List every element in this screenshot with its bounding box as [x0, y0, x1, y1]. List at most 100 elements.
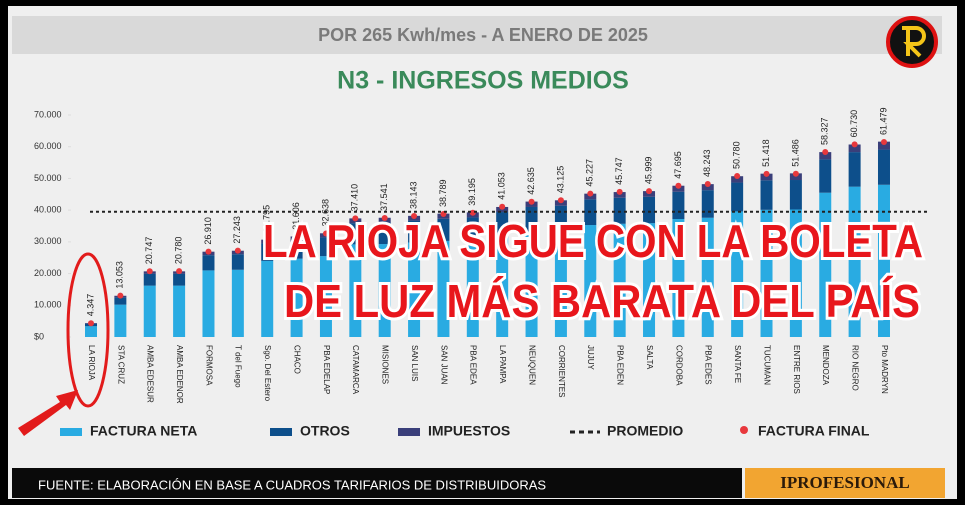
data-label: 37.410 [350, 184, 360, 212]
data-label: 27.243 [232, 216, 242, 244]
bar-segment [143, 273, 156, 286]
bar-segment [819, 192, 832, 337]
x-tick-label: ENTRE RIOS [792, 345, 801, 394]
x-tick-label: STA CRUZ [116, 345, 125, 384]
bar-segment [672, 219, 685, 337]
final-dot [675, 182, 682, 189]
bar-segment [290, 240, 303, 259]
bar-segment [378, 244, 391, 337]
bar-segment [701, 217, 714, 337]
x-tick-label: NEUQUEN [527, 345, 536, 385]
x-tick-label: Sgo. Del Estero [263, 345, 272, 402]
bar-segment [554, 205, 567, 231]
x-tick-label: CHACO [292, 345, 301, 374]
x-tick-label: FORMOSA [204, 345, 213, 386]
final-dot [822, 149, 829, 156]
data-label: 47.695 [673, 151, 683, 179]
bar-segment [231, 269, 244, 337]
bar-segment [789, 180, 802, 210]
bar-segment [202, 270, 215, 337]
bar-segment [349, 223, 362, 245]
bar-segment [877, 184, 890, 337]
headline-line: DE LUZ MÁS BARATA DEL PAÍS [284, 275, 920, 327]
data-label: 20.780 [173, 237, 183, 265]
bar-segment [202, 255, 215, 271]
bar-segment [643, 223, 656, 337]
data-label: 51.418 [761, 139, 771, 167]
data-label: 4.347 [85, 294, 95, 317]
final-dot [205, 248, 212, 255]
final-dot [880, 139, 887, 146]
legend-swatch [270, 428, 292, 436]
bar-segment [261, 243, 274, 261]
bar-segment [613, 223, 626, 337]
highlight-ellipse [66, 252, 110, 408]
final-dot [381, 214, 388, 221]
data-label: 45.999 [643, 157, 653, 185]
bar-segment [731, 176, 744, 183]
x-tick-label: JUJUY [586, 345, 595, 371]
bar-segment [319, 237, 332, 257]
final-dot [411, 213, 418, 220]
x-tick-label: AMBA EDESUR [146, 345, 155, 403]
source: FUENTE: ELABORACIÓN EN BASE A CUADROS TA… [38, 477, 546, 492]
data-label: 37.541 [379, 183, 389, 211]
data-label: 31.606 [291, 202, 301, 230]
data-label: 41.053 [497, 172, 507, 200]
bar-segment [701, 190, 714, 218]
data-label: 58.327 [820, 117, 830, 145]
x-tick-label: PBA EDELAP [322, 345, 331, 394]
bar-segment [173, 273, 186, 286]
x-tick-label: PBA EDES [704, 345, 713, 385]
legend-label: OTROS [300, 423, 350, 439]
data-label: 13.053 [115, 261, 125, 289]
bar-segment [143, 285, 156, 337]
x-tick-label: MISIONES [381, 345, 390, 384]
bar-segment [613, 192, 626, 198]
data-label: 42.635 [526, 167, 536, 195]
bar-segment [378, 222, 391, 245]
legend-swatch [398, 428, 420, 436]
data-label: 30.795 [262, 205, 272, 233]
bar-segment [173, 285, 186, 337]
x-tick-label: TUCUMAN [762, 345, 771, 385]
y-tick-label: 40.000 [34, 205, 62, 215]
bar-segment [231, 254, 244, 270]
bar-segment [554, 230, 567, 337]
header: POR 265 Kwh/mes - A ENERO DE 2025 [318, 25, 648, 45]
bar-segment [466, 217, 479, 240]
x-tick-label: RIO NEGRO [851, 345, 860, 391]
legend: FACTURA NETA OTROS IMPUESTOS PROMEDIO FACTUR… [60, 423, 870, 439]
data-label: 43.125 [555, 166, 565, 194]
bar-segment [584, 225, 597, 337]
chart-title: N3 - INGRESOS MEDIOS [337, 67, 629, 95]
data-label: 39.195 [467, 178, 477, 206]
x-tick-label: SAN LUIS [410, 345, 419, 381]
bar-segment [525, 231, 538, 337]
x-tick-label: CATAMARCA [351, 345, 360, 395]
final-dot [704, 181, 711, 188]
bar-segment [672, 191, 685, 220]
bar-segment [848, 152, 861, 187]
final-dot [763, 170, 770, 177]
bar-segment [877, 141, 890, 150]
final-dot [851, 141, 858, 148]
x-tick-label: PBA EDEN [616, 345, 625, 385]
final-dot [528, 198, 535, 205]
bar-segment [760, 173, 773, 181]
bar-segment [731, 211, 744, 337]
bar-segment [496, 235, 509, 337]
y-tick-label: $0 [34, 331, 44, 341]
legend-label: FACTURA FINAL [758, 423, 870, 439]
final-dot [146, 268, 153, 275]
bar-segment [731, 182, 744, 212]
bar-segment [114, 304, 127, 337]
bar-segment [525, 206, 538, 232]
bar-segment [760, 209, 773, 337]
final-dot [264, 236, 271, 243]
y-tick-label: 30.000 [34, 236, 62, 246]
final-dot [792, 170, 799, 177]
bar-segment [114, 297, 127, 305]
y-tick-label: 20.000 [34, 268, 62, 278]
y-tick-label: 70.000 [34, 109, 62, 119]
